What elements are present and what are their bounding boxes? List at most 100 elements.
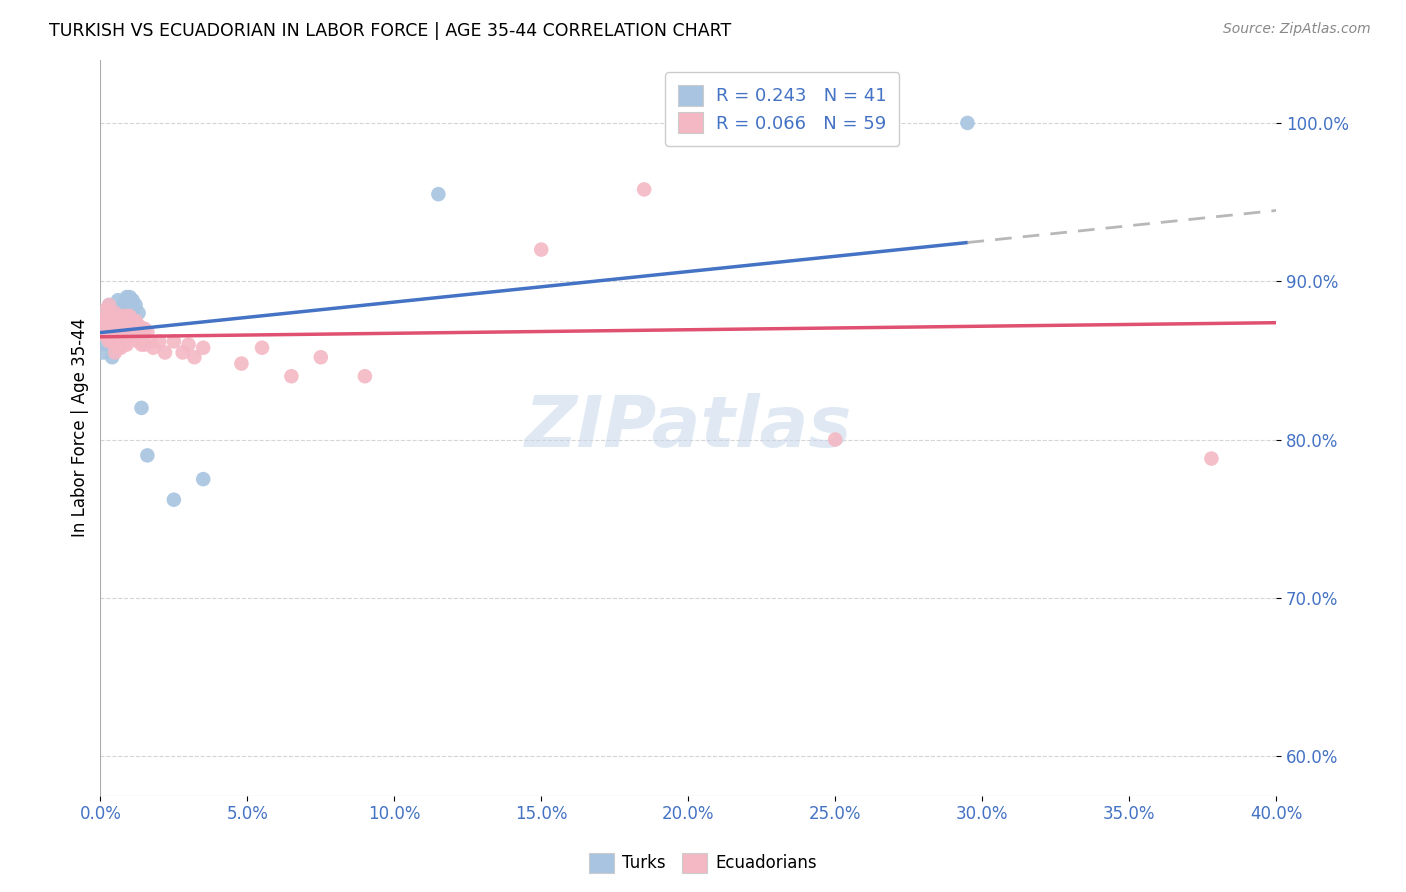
Point — [115, 322, 138, 336]
Point — [96, 337, 118, 351]
Point — [530, 243, 553, 257]
Point — [91, 322, 114, 336]
Point — [98, 322, 121, 336]
Point — [131, 337, 153, 351]
Point — [110, 314, 132, 328]
Point — [115, 309, 138, 323]
Point — [110, 341, 132, 355]
Y-axis label: In Labor Force | Age 35-44: In Labor Force | Age 35-44 — [72, 318, 89, 537]
Point — [104, 318, 127, 333]
Point — [107, 325, 129, 339]
Point — [118, 309, 141, 323]
Point — [107, 337, 129, 351]
Point — [104, 345, 127, 359]
Point — [107, 306, 129, 320]
Point — [824, 433, 846, 447]
Point — [101, 325, 124, 339]
Point — [98, 322, 121, 336]
Point — [107, 318, 129, 333]
Point — [280, 369, 302, 384]
Point — [101, 309, 124, 323]
Point — [309, 350, 332, 364]
Point — [121, 293, 143, 308]
Point — [91, 314, 114, 328]
Point — [112, 309, 135, 323]
Point — [136, 449, 159, 463]
Point — [96, 314, 118, 328]
Point — [96, 302, 118, 317]
Point — [107, 293, 129, 308]
Point — [112, 314, 135, 328]
Point — [115, 337, 138, 351]
Point — [131, 401, 153, 415]
Point — [98, 309, 121, 323]
Point — [231, 357, 253, 371]
Point — [101, 322, 124, 336]
Point — [98, 334, 121, 349]
Legend: R = 0.243   N = 41, R = 0.066   N = 59: R = 0.243 N = 41, R = 0.066 N = 59 — [665, 72, 900, 145]
Point — [134, 337, 156, 351]
Text: ZIPatlas: ZIPatlas — [524, 393, 852, 462]
Point — [139, 334, 162, 349]
Point — [104, 337, 127, 351]
Point — [91, 345, 114, 359]
Point — [250, 341, 273, 355]
Point — [134, 322, 156, 336]
Point — [104, 306, 127, 320]
Point — [427, 187, 450, 202]
Point — [98, 298, 121, 312]
Point — [96, 329, 118, 343]
Point — [124, 329, 146, 343]
Point — [142, 341, 165, 355]
Point — [110, 302, 132, 317]
Point — [112, 298, 135, 312]
Point — [104, 314, 127, 328]
Point — [98, 334, 121, 349]
Point — [91, 325, 114, 339]
Point — [98, 298, 121, 312]
Point — [128, 318, 150, 333]
Text: Source: ZipAtlas.com: Source: ZipAtlas.com — [1223, 22, 1371, 37]
Point — [96, 306, 118, 320]
Point — [172, 345, 194, 359]
Point — [177, 337, 200, 351]
Point — [121, 329, 143, 343]
Point — [115, 290, 138, 304]
Point — [354, 369, 377, 384]
Point — [633, 182, 655, 196]
Point — [101, 337, 124, 351]
Point — [121, 309, 143, 323]
Point — [124, 298, 146, 312]
Point — [148, 334, 170, 349]
Point — [1201, 451, 1223, 466]
Point — [98, 309, 121, 323]
Point — [118, 325, 141, 339]
Point — [115, 309, 138, 323]
Point — [118, 290, 141, 304]
Point — [136, 325, 159, 339]
Text: TURKISH VS ECUADORIAN IN LABOR FORCE | AGE 35-44 CORRELATION CHART: TURKISH VS ECUADORIAN IN LABOR FORCE | A… — [49, 22, 731, 40]
Point — [118, 309, 141, 323]
Point — [163, 492, 186, 507]
Point — [96, 314, 118, 328]
Point — [131, 322, 153, 336]
Point — [163, 334, 186, 349]
Point — [193, 341, 215, 355]
Point — [104, 302, 127, 317]
Point — [104, 334, 127, 349]
Point — [107, 341, 129, 355]
Point — [183, 350, 205, 364]
Point — [193, 472, 215, 486]
Point — [956, 116, 979, 130]
Point — [101, 306, 124, 320]
Point — [124, 314, 146, 328]
Point — [110, 314, 132, 328]
Point — [101, 350, 124, 364]
Point — [112, 322, 135, 336]
Point — [101, 334, 124, 349]
Legend: Turks, Ecuadorians: Turks, Ecuadorians — [582, 847, 824, 880]
Point — [110, 329, 132, 343]
Point — [128, 334, 150, 349]
Point — [112, 337, 135, 351]
Point — [107, 314, 129, 328]
